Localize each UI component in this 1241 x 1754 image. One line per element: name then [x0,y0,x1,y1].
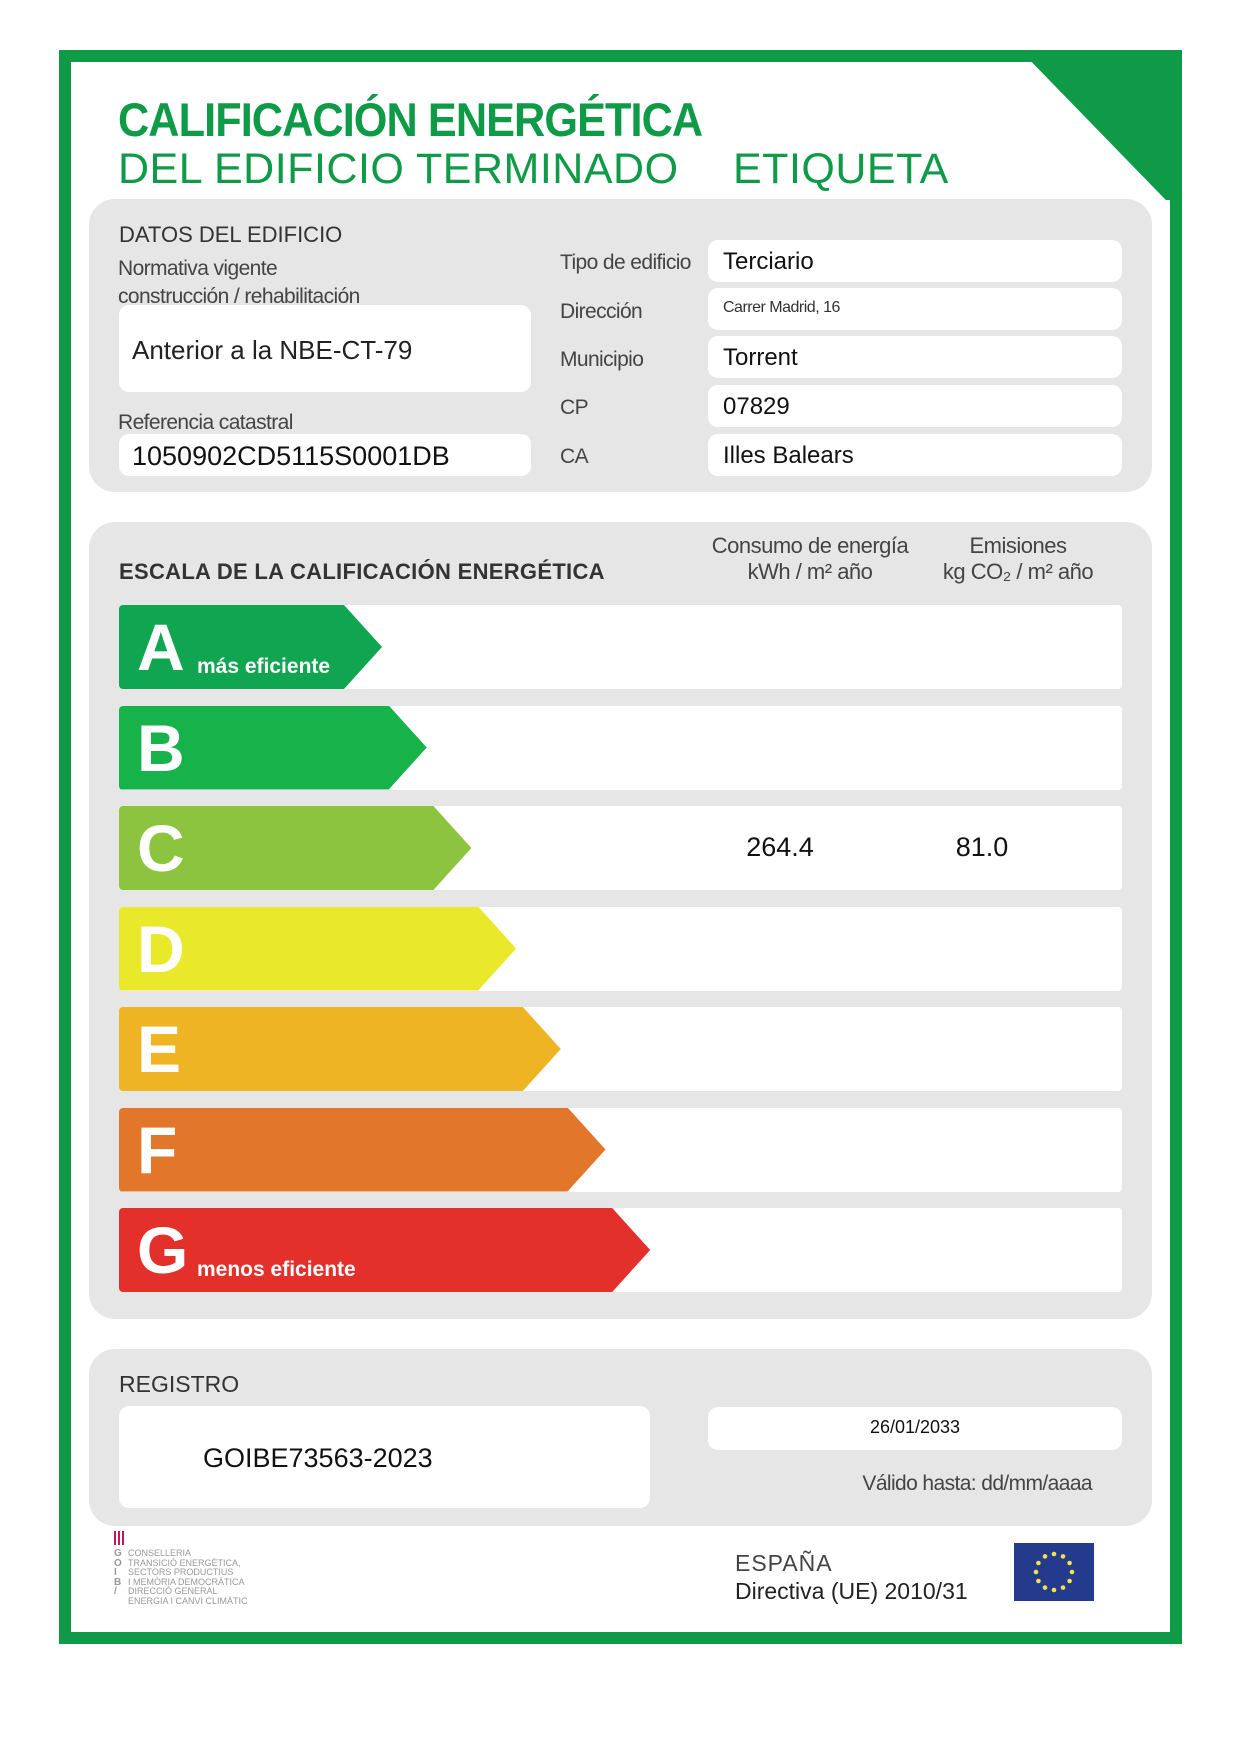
goib-logo: G O I B / CONSELLERIA TRANSICIÓ ENERGÈTICA, SE… [114,1531,248,1606]
class-letter: E [137,1012,182,1086]
country: ESPAÑA [735,1550,833,1576]
field-label-tipo: Tipo de edificio [560,251,691,274]
eu-star [1036,1560,1041,1566]
building-section-title: DATOS DEL EDIFICIO [119,222,343,247]
eu-star [1051,1551,1057,1557]
emisiones-header: Emisiones kg CO₂ / m² año [918,533,1118,585]
emisiones-unit: kg CO₂ / m² año [942,559,1094,584]
class-letter: A [137,610,185,684]
eu-star [1060,1554,1066,1559]
registro-date: 26/01/2033 [708,1407,1122,1450]
eu-star [1036,1578,1041,1584]
title-line1: CALIFICACIÓN ENERGÉTICA [118,93,703,146]
normativa-box: Anterior a la NBE-CT-79 [119,305,531,392]
field-label-cp: CP [560,396,589,419]
eu-star [1067,1578,1072,1584]
goib-flag-icon [114,1531,126,1545]
emisiones-label: Emisiones [969,533,1067,558]
field-value-direccion: Carrer Madrid, 16 [723,299,840,316]
eu-star [1067,1560,1072,1566]
goib-text: CONSELLERIA TRANSICIÓ ENERGÈTICA, SECTORS … [128,1548,248,1606]
field-direccion: Carrer Madrid, 16 [708,288,1122,330]
class-letter: D [137,911,185,986]
eu-star [1042,1585,1048,1590]
field-value-tipo: Terciario [723,248,814,275]
valid-until-label: Válido hasta: dd/mm/aaaa [862,1472,1092,1495]
eu-star [1042,1554,1048,1559]
class-sublabel: más eficiente [197,655,331,678]
class-arrow-d: D [119,906,517,991]
normativa-label-2: construcción / rehabilitación [118,285,360,308]
eu-star [1051,1587,1057,1593]
title-line2: DEL EDIFICIO TERMINADO [118,145,679,193]
class-arrow-b: B [119,705,427,790]
directive: Directiva (UE) 2010/31 [735,1578,968,1604]
field-value-ca: Illes Balears [723,442,854,469]
scale-title: ESCALA DE LA CALIFICACIÓN ENERGÉTICA [119,559,605,584]
registro-box: GOIBE73563-2023 [119,1406,650,1508]
field-label-ca: CA [560,445,589,468]
emisiones-value: 81.0 [955,832,1009,862]
ref-label: Referencia catastral [118,411,293,434]
field-municipio: Torrent [708,336,1122,378]
title-label: ETIQUETA [733,145,949,193]
class-arrow-f: F [119,1107,606,1192]
registro-title: REGISTRO [119,1371,240,1397]
field-label-direccion: Dirección [560,300,643,323]
eu-star [1033,1569,1039,1575]
field-value-cp: 07829 [723,393,790,420]
ref-box: 1050902CD5115S0001DB [119,434,531,476]
class-letter: G [137,1213,189,1287]
normativa-value: Anterior a la NBE-CT-79 [132,335,413,365]
field-value-municipio: Torrent [723,344,798,371]
class-letter: C [137,811,185,885]
eu-star [1069,1569,1075,1575]
class-sublabel: menos eficiente [197,1258,356,1281]
class-letter: B [137,710,185,785]
class-letter: F [137,1112,178,1187]
eu-star [1060,1585,1066,1590]
class-arrow-c: C [119,806,472,890]
field-ca: Illes Balears [708,434,1122,476]
consumo-label: Consumo de energía [711,533,909,558]
registro-number: GOIBE73563-2023 [203,1443,433,1473]
consumo-header: Consumo de energía kWh / m² año [700,533,920,585]
ref-value: 1050902CD5115S0001DB [132,441,450,471]
class-arrow-e: E [119,1007,561,1091]
consumo-value: 264.4 [746,832,814,862]
field-label-municipio: Municipio [560,348,644,371]
normativa-label: Normativa vigente [118,257,278,280]
eu-flag-icon [1014,1543,1094,1601]
goib-letters: G O I B / [114,1548,122,1597]
consumo-unit: kWh / m² año [747,559,873,584]
field-cp: 07829 [708,385,1122,427]
field-tipo: Terciario [708,240,1122,282]
